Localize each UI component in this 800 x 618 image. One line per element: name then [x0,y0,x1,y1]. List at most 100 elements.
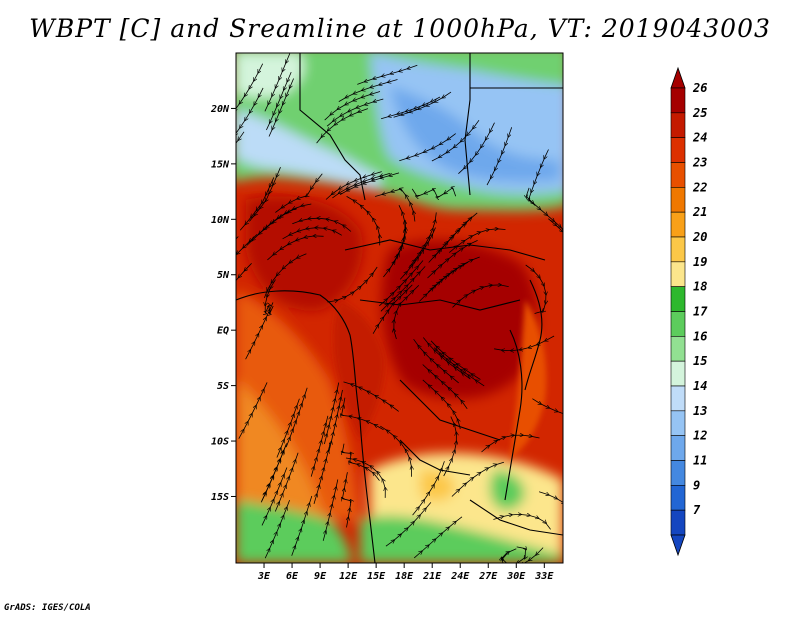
colorbar-swatch [670,162,686,188]
streamline [413,516,463,559]
colorbar-swatch [670,435,686,461]
colorbar-swatch [670,286,686,312]
lat-tick-label: 10N [211,215,230,226]
streamlines [236,53,563,563]
streamline [236,236,239,240]
colorbar-swatch [670,336,686,362]
streamline [345,457,385,498]
chart-title: WBPT [C] and Sreamline at 1000hPa, VT: 2… [29,14,771,43]
colorbar-swatch [670,261,686,287]
lat-tick-label: 5N [217,270,230,281]
streamline [486,127,513,186]
streamline [411,188,457,198]
colorbar-label: 17 [693,305,708,319]
lon-tick-label: 18E [395,571,414,582]
colorbar-swatch [670,509,686,536]
streamline [264,499,290,559]
colorbar-swatch [670,311,686,337]
lat-tick-label: 15N [211,159,230,170]
lon-tick-label: 27E [478,571,498,582]
colorbar-swatch [670,460,686,486]
lat-tick-label: 20N [210,104,230,115]
streamline [443,416,457,477]
lon-tick-label: 6E [286,571,299,582]
streamline [346,196,380,246]
lon-tick-label: 33E [534,571,554,582]
streamline [238,382,268,439]
colorbar-label: 14 [693,379,707,393]
streamline [427,256,480,293]
streamline [481,435,540,453]
colorbar-label: 20 [692,230,707,244]
lon-tick-label: 12E [339,571,358,582]
streamline [343,381,399,412]
colorbar-label: 12 [693,429,707,443]
streamline [526,187,563,230]
streamline [245,302,274,360]
streamline [502,547,525,563]
lat-tick-label: 10S [211,437,229,448]
lat-tick-label: 5S [217,381,229,392]
streamline [422,337,471,380]
streamline [412,461,445,516]
colorbar-label: 21 [692,205,707,219]
lon-tick-label: 30E [506,571,526,582]
colorbar-swatch [670,87,686,114]
streamline [452,285,509,308]
latitude-axis: 20N 15N 10N 5N EQ 5S 10S 15S [210,104,236,503]
streamline [532,398,563,421]
lon-tick-label: 24E [450,571,470,582]
streamline [399,227,436,280]
streamline [236,63,264,117]
colorbar-top-triangle [670,66,686,89]
colorbar-swatch [670,137,686,163]
streamline [538,491,563,533]
streamline [380,425,411,477]
streamline [246,207,298,246]
streamline [493,514,551,530]
colorbar-label: 15 [693,354,707,368]
streamline [236,131,245,179]
colorbar-label: 18 [693,280,707,294]
streamline [322,479,339,541]
colorbar-label: 7 [693,503,701,517]
colorbar: 26 25 24 23 22 21 20 19 18 17 16 15 14 13 12 11 9 7 [670,66,708,557]
streamline [267,236,324,261]
colorbar-swatch [670,211,686,238]
streamline [324,91,381,121]
streamline [374,189,415,222]
colorbar-label: 25 [692,106,707,120]
colorbar-label: 9 [693,478,700,492]
colorbar-label: 19 [693,255,707,269]
streamline [385,502,432,547]
grads-credit: GrADS: IGES/COLA [4,603,91,613]
streamline [451,461,505,497]
colorbar-label: 24 [692,131,707,145]
streamline [313,442,331,505]
streamline [236,234,258,278]
streamline [310,415,329,477]
lat-tick-label: 15S [211,492,229,503]
colorbar-label: 26 [692,81,707,95]
map-frame [235,52,564,564]
lon-tick-label: 3E [257,571,271,582]
colorbar-label: 13 [693,404,707,418]
colorbar-swatch [670,236,686,263]
colorbar-swatch [670,385,686,412]
streamline [264,53,291,112]
colorbar-swatch [670,485,686,511]
colorbar-swatch [670,112,686,138]
longitude-axis: 3E 6E 9E 12E 15E 18E 21E 24E 27E 30E 33E [257,563,554,582]
lon-tick-label: 15E [367,571,386,582]
colorbar-label: 23 [692,156,707,170]
streamline [327,266,378,302]
colorbar-label: 11 [693,454,707,468]
streamline [342,397,384,431]
streamline [291,495,313,556]
streamline [264,253,307,299]
colorbar-label: 22 [692,180,707,194]
colorbar-label: 16 [693,329,707,343]
colorbar-bottom-triangle [670,534,686,557]
streamline [458,122,495,174]
